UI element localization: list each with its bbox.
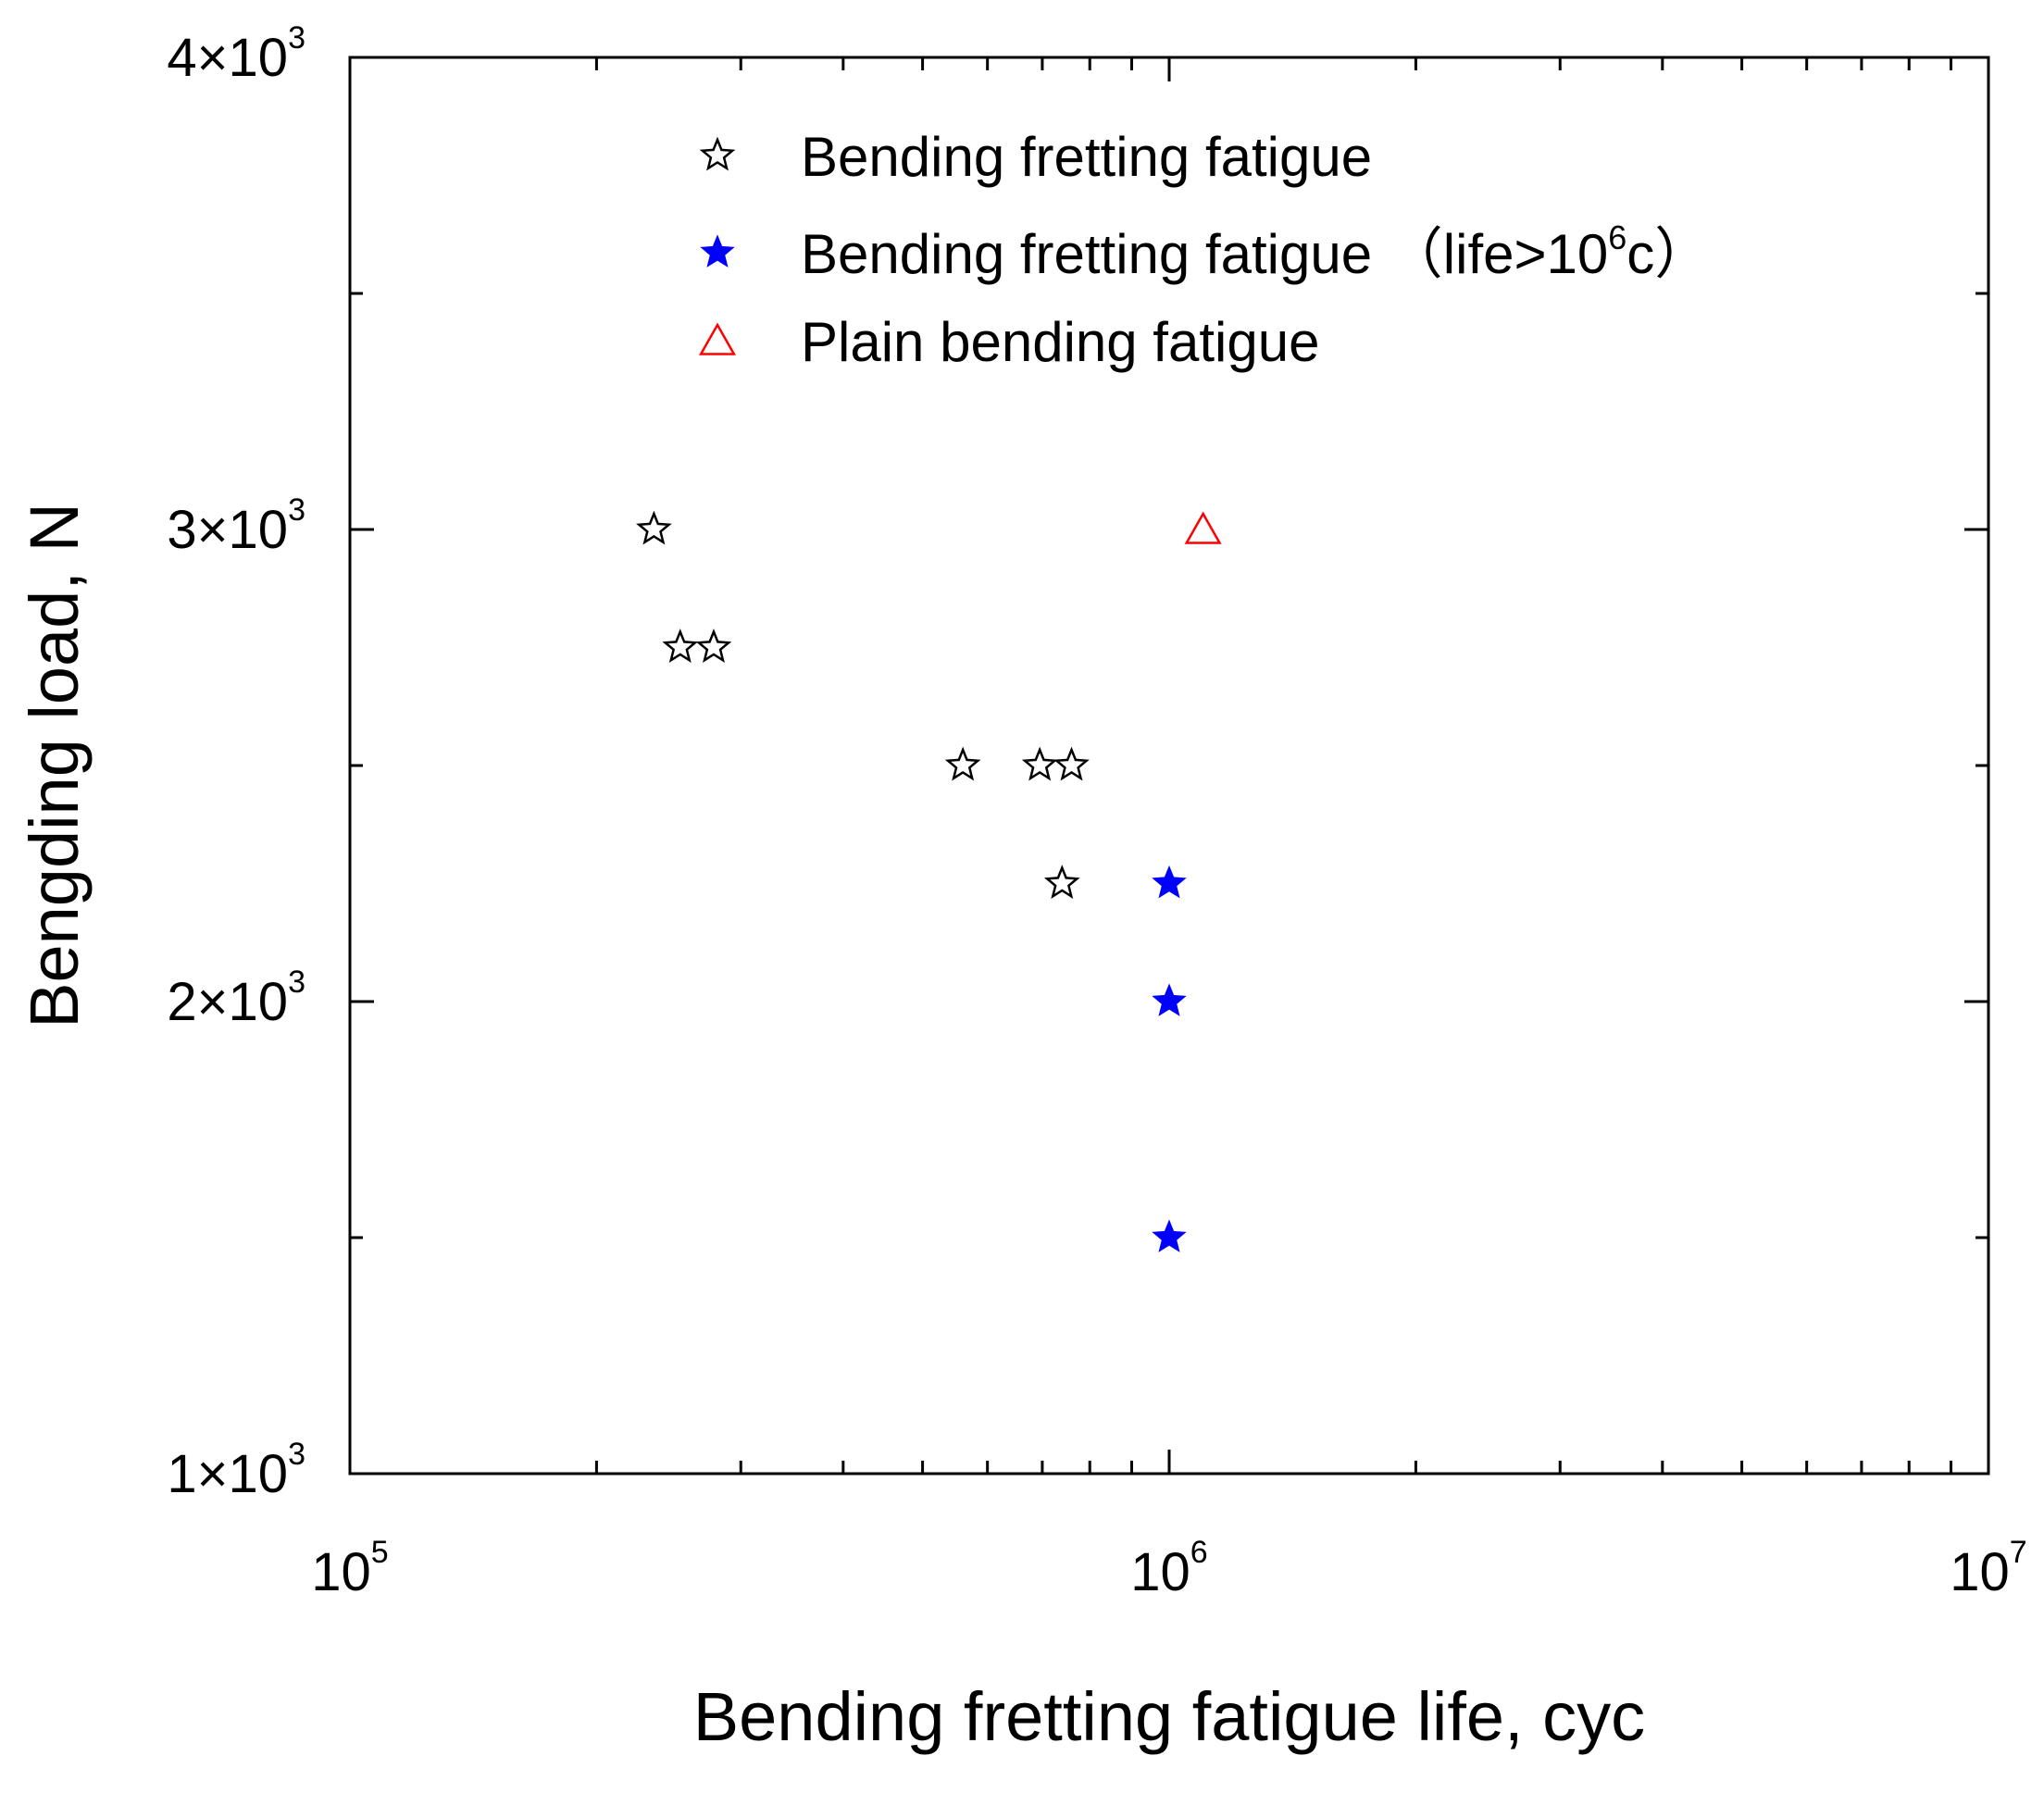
data-point-series-1 xyxy=(1021,746,1058,781)
ticks-layer xyxy=(348,56,1990,1475)
legend: Bending fretting fatigue Bending fretting… xyxy=(699,126,1710,373)
x-tick-label: 105 xyxy=(311,1535,388,1602)
data-point-series-1 xyxy=(636,510,672,545)
legend-label-suffix: c） xyxy=(1626,223,1710,285)
y-tick-label-exponent: 3 xyxy=(288,1437,305,1472)
y-tick-label-exponent: 3 xyxy=(288,492,305,528)
data-point-series-1 xyxy=(1053,746,1090,781)
y-tick-label-exponent: 3 xyxy=(288,965,305,1000)
legend-label-1: Bending fretting fatigue xyxy=(801,126,1372,188)
x-tick-label: 107 xyxy=(1950,1535,2026,1602)
data-point-series-2 xyxy=(1152,983,1187,1016)
legend-marker-2 xyxy=(700,234,735,268)
x-tick-label-exponent: 6 xyxy=(1190,1535,1208,1570)
data-point-series-2 xyxy=(1152,1219,1187,1252)
y-axis-title: Bengding load, N xyxy=(16,503,93,1028)
legend-label-3: Plain bending fatigue xyxy=(801,311,1319,373)
data-point-series-2 xyxy=(1152,865,1187,899)
x-tick-label-exponent: 7 xyxy=(2010,1535,2027,1570)
points-layer xyxy=(636,510,1222,1252)
data-point-series-1 xyxy=(695,629,732,663)
data-point-series-1 xyxy=(662,629,699,663)
legend-marker-1 xyxy=(699,136,736,171)
x-tick-label-exponent: 5 xyxy=(371,1535,389,1570)
legend-label-exponent: 6 xyxy=(1608,218,1626,256)
legend-label-2: Bending fretting fatigue （life>106c） xyxy=(801,218,1710,285)
x-axis-title: Bending fretting fatigue life, cyc xyxy=(693,1678,1645,1755)
y-tick-label: 1×103 xyxy=(167,1437,305,1504)
x-tick-label: 106 xyxy=(1130,1535,1207,1602)
data-point-series-1 xyxy=(944,746,981,781)
data-point-series-1 xyxy=(1043,865,1080,899)
y-tick-label: 2×103 xyxy=(167,965,305,1032)
y-tick-label: 3×103 xyxy=(167,492,305,560)
legend-marker-3 xyxy=(699,322,736,355)
y-tick-label-exponent: 3 xyxy=(288,20,305,56)
y-tick-label: 4×103 xyxy=(167,20,305,88)
tick-labels-layer: 105 106 107 1×103 2×103 3×103 4×103 xyxy=(167,20,2026,1602)
data-point-series-3 xyxy=(1184,511,1222,544)
